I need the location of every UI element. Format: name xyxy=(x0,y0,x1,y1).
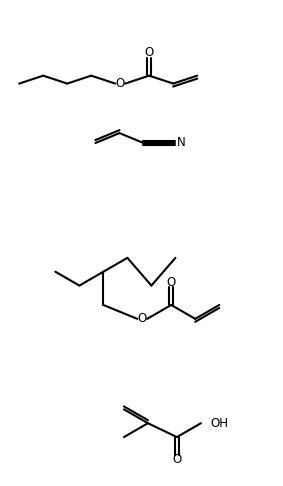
Text: O: O xyxy=(138,312,147,325)
Text: O: O xyxy=(172,453,181,467)
Text: OH: OH xyxy=(211,417,229,430)
Text: O: O xyxy=(167,276,176,289)
Text: N: N xyxy=(177,137,185,150)
Text: O: O xyxy=(115,77,125,90)
Text: O: O xyxy=(145,46,154,59)
